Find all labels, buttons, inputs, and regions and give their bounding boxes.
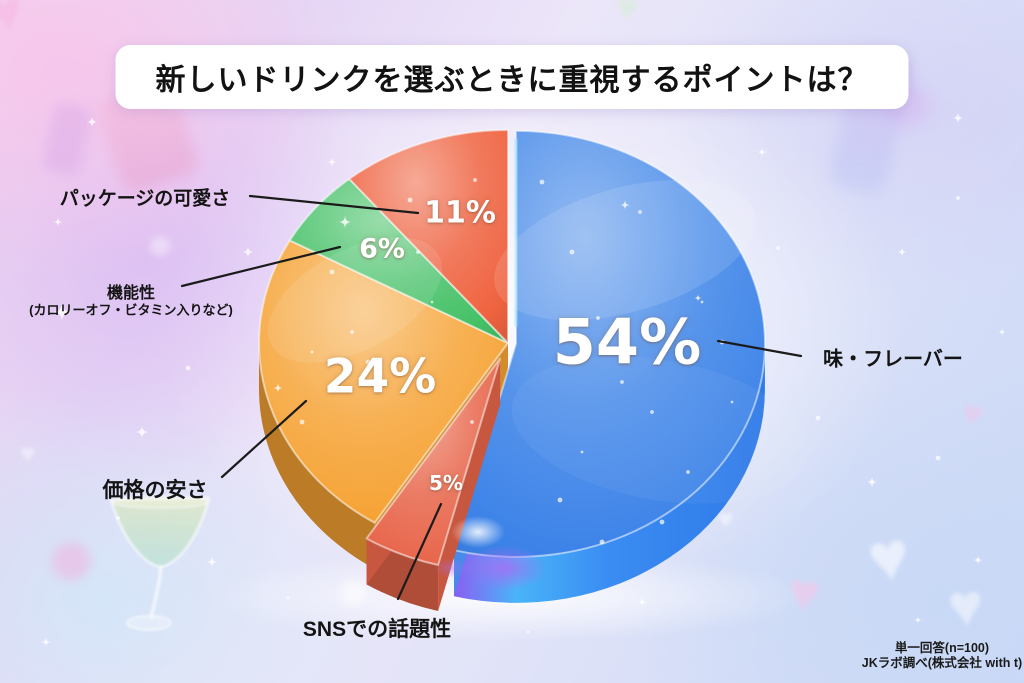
sparkle-dot [650, 410, 654, 414]
sparkle-star-icon [897, 247, 907, 257]
sparkle-dot [473, 178, 477, 182]
purple-glow [463, 545, 547, 591]
sparkle-star-icon [620, 200, 630, 210]
pie-slice-top [453, 129, 766, 558]
sparkle-dot [470, 420, 474, 424]
sparkle-dot [620, 380, 624, 384]
sparkle-star-icon [866, 476, 878, 488]
sparkle-dot [416, 250, 420, 254]
sparkle-dot [365, 359, 371, 365]
source-note-line1: 単一回答(n=100) [894, 641, 990, 655]
sparkle-star-icon [914, 616, 922, 624]
pie-slice-top [258, 239, 509, 524]
sheen [494, 179, 756, 321]
sparkle-star-icon [53, 217, 63, 227]
sparkle-star-icon [86, 116, 98, 128]
sparkle-star-icon [327, 157, 337, 167]
sparkle-star-icon [242, 246, 254, 258]
sparkle-dot [580, 450, 584, 454]
sparkle-dot [557, 497, 563, 503]
chart-title: 新しいドリンクを選ぶときに重視するポイントは？ [155, 64, 869, 97]
sparkle-dot [776, 246, 780, 250]
source-note-line2: JKラボ調べ(株式会社 with t) [861, 656, 1023, 671]
sparkle-dot [730, 400, 734, 404]
sparkle-dot [700, 300, 704, 304]
sparkle-dot [815, 415, 821, 421]
sparkle-dot [329, 269, 335, 275]
pie-slice-wall [454, 343, 765, 603]
sparkle-star-icon [206, 556, 218, 568]
sparkle-dot [407, 197, 413, 203]
sparkle-dot [596, 316, 600, 320]
callout-packaging: パッケージの可愛さ [59, 188, 231, 210]
sparkle-star-icon [952, 112, 964, 124]
sparkle-dot [116, 516, 120, 520]
callout-price: 価格の安さ [102, 479, 208, 502]
sparkle-dot [956, 196, 960, 200]
sparkle-star-icon [637, 597, 647, 607]
sparkle-dot [935, 455, 941, 461]
sheen [267, 237, 443, 363]
sparkle-dot [526, 630, 530, 634]
sparkle-star-icon [41, 637, 51, 647]
sparkle-star-icon [998, 328, 1006, 336]
callout-functionality-sub: (カロリーオフ・ビタミン入りなど) [29, 302, 233, 318]
sparkle-dot [185, 365, 191, 371]
sparkle-dot [286, 596, 290, 600]
pie-slices [41, 104, 1006, 647]
sparkle-dot [638, 210, 642, 214]
sparkle-star-icon [338, 215, 352, 229]
pie-slice-packaging [348, 129, 509, 344]
sparkle-star-icon [694, 294, 702, 302]
sparkle-dot [539, 179, 545, 185]
sparkle-star-icon [273, 383, 283, 393]
leader-line-price [220, 399, 308, 479]
leader-line-taste [716, 339, 803, 358]
sparkle-dot [350, 330, 354, 334]
pie-slice-top [348, 129, 509, 344]
sparkle-star-icon [757, 147, 767, 157]
source-note: 単一回答(n=100) JKラボ調べ(株式会社 with t) [862, 641, 1022, 672]
sparkle-dot [569, 249, 575, 255]
pct-label-functionality: 6% [359, 233, 405, 265]
leader-line-sns [396, 502, 443, 601]
sparkle-dot [686, 470, 690, 474]
sparkle-dot [430, 300, 434, 304]
callout-sns: SNSでの話題性 [302, 618, 452, 641]
pct-label-taste: 54% [552, 305, 702, 379]
callout-functionality: 機能性 [106, 285, 156, 302]
pie-slice-sns-buzz [365, 357, 502, 611]
sparkle-star-icon [135, 425, 149, 439]
callout-lines [180, 194, 803, 601]
pct-label-price: 24% [323, 349, 437, 405]
callout-taste: 味・フレーバー [823, 348, 963, 371]
sparkle-star-icon [52, 302, 72, 322]
pie-slice-wall [259, 343, 375, 569]
leader-line-functionality [180, 245, 342, 288]
sparkle-dot [299, 419, 305, 425]
leader-line-packaging [248, 194, 420, 215]
pct-label-packaging: 11% [424, 195, 496, 231]
sparkle-star-icon [973, 555, 983, 565]
sparkle-dot [310, 350, 314, 354]
sparkle-dot [599, 539, 605, 545]
chart-title-box: 新しいドリンクを選ぶときに重視するポイントは？ [115, 45, 909, 109]
purple-glow [434, 558, 470, 578]
white-glow [451, 516, 505, 548]
sheen [511, 356, 809, 504]
pct-label-sns: 5% [429, 471, 463, 495]
sparkle-dot [659, 519, 665, 525]
